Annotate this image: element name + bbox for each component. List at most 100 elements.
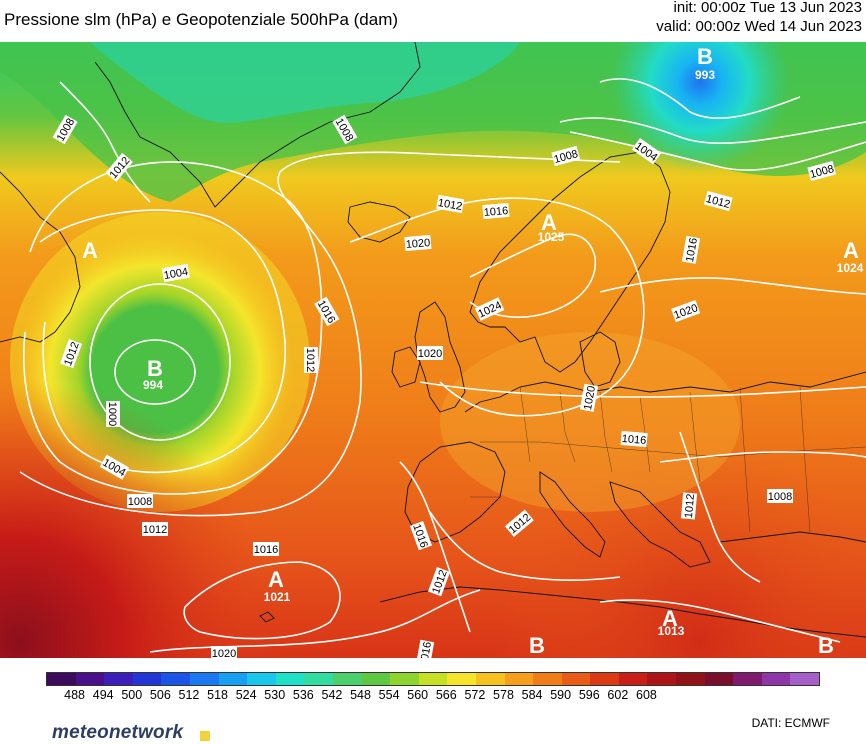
map-canvas: 1008 1008 1008 1008 1004 1004 1004 1012 … bbox=[0, 42, 866, 658]
low-center-africa-east: B bbox=[818, 633, 834, 658]
field-hot-mediterranean bbox=[480, 462, 866, 658]
svg-text:1020: 1020 bbox=[212, 648, 236, 658]
colorbar-swatch bbox=[590, 673, 619, 685]
init-time: init: 00:00z Tue 13 Jun 2023 bbox=[673, 0, 862, 16]
colorbar-swatch bbox=[161, 673, 190, 685]
svg-text:B: B bbox=[147, 356, 163, 381]
colorbar-label: 578 bbox=[493, 688, 514, 702]
svg-text:1012: 1012 bbox=[683, 493, 697, 518]
svg-text:1020: 1020 bbox=[418, 348, 442, 360]
map-title: Pressione slm (hPa) e Geopotenziale 500h… bbox=[4, 10, 399, 29]
svg-text:B: B bbox=[818, 633, 834, 658]
colorbar-swatch bbox=[733, 673, 762, 685]
svg-text:994: 994 bbox=[143, 378, 163, 392]
colorbar-label: 548 bbox=[350, 688, 371, 702]
coast-ireland bbox=[391, 346, 421, 388]
isobar-label: 1016 bbox=[620, 430, 648, 448]
isobar-label: 1012 bbox=[304, 347, 318, 373]
svg-text:1012: 1012 bbox=[437, 197, 463, 213]
svg-text:1024: 1024 bbox=[837, 261, 864, 275]
colorbar-swatch bbox=[189, 673, 219, 685]
colorbar-label: 566 bbox=[435, 688, 457, 702]
isobar-1012-iberia bbox=[429, 511, 621, 582]
colorbar-swatch bbox=[75, 673, 105, 685]
colorbar-label: 488 bbox=[64, 688, 86, 702]
svg-text:A: A bbox=[541, 210, 557, 235]
isobar-1012-ne bbox=[569, 131, 866, 171]
colorbar-swatch bbox=[504, 673, 534, 685]
colorbar-label: 494 bbox=[92, 688, 114, 702]
colorbar-swatch bbox=[618, 673, 648, 685]
logo-square-icon bbox=[200, 731, 210, 741]
colorbar-swatch bbox=[533, 673, 562, 685]
colorbar-swatch bbox=[390, 673, 419, 685]
high-center-azores: A 1021 bbox=[264, 567, 291, 604]
colorbar-label: 554 bbox=[378, 688, 400, 702]
low-center-atlantic: B 994 bbox=[143, 356, 163, 392]
valid-time: valid: 00:00z Wed 14 Jun 2023 bbox=[656, 18, 862, 35]
high-center-eastmed: A 1013 bbox=[658, 606, 685, 638]
isobar-1008-atl bbox=[39, 209, 286, 474]
colorbar-label: 530 bbox=[264, 688, 286, 702]
svg-text:1008: 1008 bbox=[768, 491, 792, 503]
isobar-label: 1012 bbox=[680, 492, 698, 520]
coast-turkey bbox=[719, 531, 866, 543]
isobar-label: 1016 bbox=[482, 202, 510, 220]
isobar-1020-east bbox=[599, 277, 866, 295]
svg-text:1016: 1016 bbox=[254, 544, 278, 556]
isobar-label: 1012 bbox=[142, 522, 168, 536]
data-credit: DATI: ECMWF bbox=[751, 716, 830, 730]
colorbar-label: 560 bbox=[407, 688, 429, 702]
isobar-1004-ne bbox=[599, 78, 801, 119]
colorbar-swatch bbox=[275, 673, 305, 685]
isobar-1016-iberia bbox=[399, 461, 471, 633]
colorbar-label: 590 bbox=[550, 688, 572, 702]
field-low-northeast bbox=[590, 42, 810, 182]
isobar-label: 1016 bbox=[415, 639, 435, 658]
low-center-northeast: B 993 bbox=[695, 44, 715, 82]
svg-text:A: A bbox=[82, 238, 98, 263]
pressure-centers: B 994 B 993 A 1021 A 1025 A 1024 A 1013 bbox=[82, 44, 864, 658]
colorbar-swatch bbox=[132, 673, 162, 685]
coast-italy bbox=[539, 471, 606, 558]
isobar-label: 1020 bbox=[404, 234, 432, 252]
coast-greenland bbox=[94, 42, 421, 208]
colorbar-label: 572 bbox=[464, 688, 486, 702]
colorbar-swatch bbox=[247, 673, 276, 685]
isobar-1000 bbox=[114, 339, 196, 405]
isobar-label: 1016 bbox=[253, 542, 279, 556]
isobar-label: 1004 bbox=[161, 263, 190, 283]
colorbar-label: 524 bbox=[235, 688, 257, 702]
colorbar-swatch bbox=[304, 673, 333, 685]
coast-europe bbox=[464, 371, 866, 413]
isobar-1012-east bbox=[679, 431, 761, 583]
isobar-label: 1016 bbox=[681, 235, 701, 264]
svg-text:1021: 1021 bbox=[264, 590, 291, 604]
colorbar-labels: 488 494 500 506 512 518 524 530 536 542 548 554 560 5… bbox=[46, 684, 818, 704]
colorbar-swatch bbox=[447, 673, 476, 685]
colorbar-swatch bbox=[704, 673, 734, 685]
colorbar-swatch bbox=[218, 673, 248, 685]
colorbar-swatch bbox=[418, 673, 448, 685]
isobar-1020-azores bbox=[183, 561, 341, 640]
colorbar-label: 542 bbox=[321, 688, 343, 702]
svg-text:1004: 1004 bbox=[163, 266, 189, 282]
isobar-label: 1020 bbox=[417, 346, 443, 360]
colorbar-swatch bbox=[361, 673, 391, 685]
colorbar-label: 518 bbox=[207, 688, 228, 702]
svg-text:1000: 1000 bbox=[106, 402, 118, 426]
svg-text:B: B bbox=[697, 44, 713, 69]
colorbar-swatch bbox=[104, 673, 133, 685]
svg-text:A: A bbox=[843, 238, 859, 263]
field-europe-ridge bbox=[440, 332, 740, 512]
svg-text:1025: 1025 bbox=[538, 230, 565, 244]
colorbar-swatch bbox=[790, 673, 820, 685]
svg-text:993: 993 bbox=[695, 68, 715, 82]
colorbar-label: 584 bbox=[521, 688, 543, 702]
colorbar-swatch bbox=[332, 673, 362, 685]
coastlines bbox=[0, 42, 866, 638]
colorbar-swatch bbox=[561, 673, 591, 685]
high-center-scandinavia: A 1025 bbox=[538, 210, 565, 244]
colorbar-label: 506 bbox=[149, 688, 171, 702]
isobar-label: 1020 bbox=[579, 383, 599, 412]
